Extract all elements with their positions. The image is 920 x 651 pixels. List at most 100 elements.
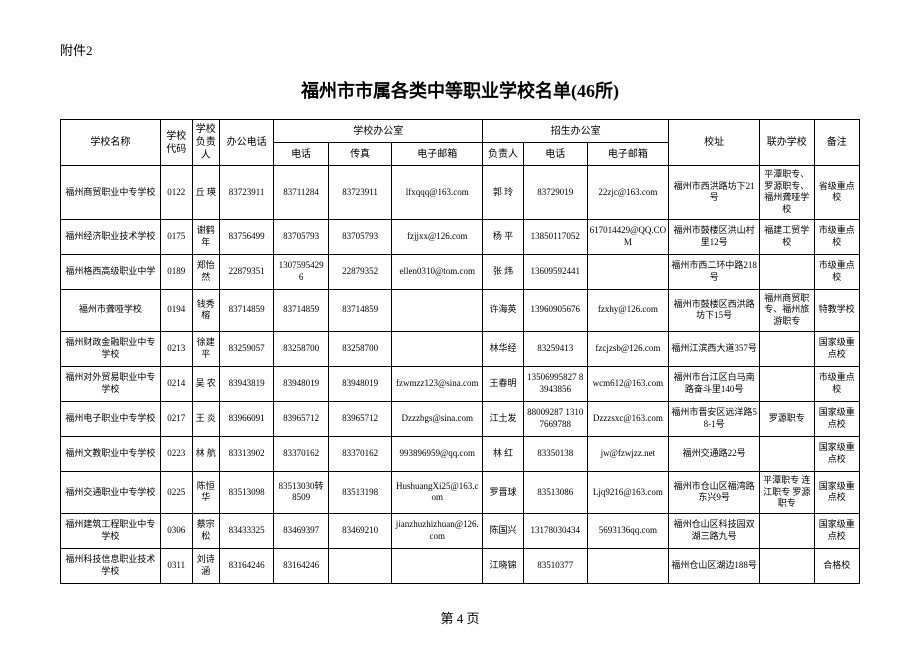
cell-name: 福州文教职业中专学校 — [61, 436, 161, 471]
cell-fax — [328, 548, 392, 583]
cell-zemail: fzcjzsb@126.com — [587, 331, 669, 366]
cell-code: 0225 — [160, 471, 192, 513]
cell-code: 0122 — [160, 166, 192, 220]
cell-fax: 83469210 — [328, 513, 392, 548]
attachment-label: 附件2 — [60, 40, 860, 59]
header-zphone: 电话 — [523, 143, 587, 166]
cell-phone: 83965712 — [274, 401, 328, 436]
cell-addr: 福州市鼓楼区洪山村里12号 — [669, 219, 760, 254]
cell-name: 福州经济职业技术学校 — [61, 219, 161, 254]
cell-zemail: 22zjc@163.com — [587, 166, 669, 220]
cell-zp: 罗晋球 — [483, 471, 524, 513]
cell-office: 83723911 — [219, 166, 273, 220]
cell-email — [392, 331, 483, 366]
cell-zphone: 83350138 — [523, 436, 587, 471]
table-row: 福州格西高级职业中学0189郑怡然22879351130759542962287… — [61, 254, 860, 289]
cell-addr: 福州江滨西大道357号 — [669, 331, 760, 366]
cell-name: 福州商贸职业中专学校 — [61, 166, 161, 220]
page-title: 福州市市属各类中等职业学校名单(46所) — [60, 77, 860, 103]
cell-zp: 张 炜 — [483, 254, 524, 289]
cell-addr: 福州市台江区白马南路奋斗里140号 — [669, 366, 760, 401]
cell-name: 福州格西高级职业中学 — [61, 254, 161, 289]
cell-phone: 13075954296 — [274, 254, 328, 289]
cell-zphone: 83510377 — [523, 548, 587, 583]
cell-addr: 福州市仓山区福湾路东兴9号 — [669, 471, 760, 513]
cell-note: 国家级重点校 — [814, 513, 860, 548]
cell-zphone: 88009287 13107669788 — [523, 401, 587, 436]
cell-name: 福州科技信息职业技术学校 — [61, 548, 161, 583]
cell-zp: 林华经 — [483, 331, 524, 366]
cell-zp: 江土发 — [483, 401, 524, 436]
table-row: 福州商贸职业中专学校0122丘 瑛83723911837112848372391… — [61, 166, 860, 220]
cell-addr: 福州市鼓楼区西洪路坊下15号 — [669, 289, 760, 331]
page-footer: 第 4 页 — [60, 608, 860, 627]
cell-name: 福州建筑工程职业中专学校 — [61, 513, 161, 548]
cell-fax: 83723911 — [328, 166, 392, 220]
cell-phone: 83714859 — [274, 289, 328, 331]
cell-office: 83756499 — [219, 219, 273, 254]
cell-zemail: Ljq9216@163.com — [587, 471, 669, 513]
cell-email: ellen0310@tom.com — [392, 254, 483, 289]
table-header: 学校名称 学校代码 学校负责人 办公电话 学校办公室 招生办公室 校址 联办学校… — [61, 120, 860, 166]
cell-name: 福州交通职业中专学校 — [61, 471, 161, 513]
cell-zemail — [587, 254, 669, 289]
cell-office: 22879351 — [219, 254, 273, 289]
cell-zemail — [587, 548, 669, 583]
cell-phone: 83164246 — [274, 548, 328, 583]
header-phone: 电话 — [274, 143, 328, 166]
header-name: 学校名称 — [61, 120, 161, 166]
cell-note: 国家级重点校 — [814, 331, 860, 366]
cell-email: jianzhuzhizhuan@126.com — [392, 513, 483, 548]
cell-zp: 陈国兴 — [483, 513, 524, 548]
cell-zphone: 83513086 — [523, 471, 587, 513]
cell-code: 0189 — [160, 254, 192, 289]
cell-liban — [760, 548, 814, 583]
cell-office: 83164246 — [219, 548, 273, 583]
header-office-phone: 办公电话 — [219, 120, 273, 166]
cell-zemail: jw@fzwjzz.net — [587, 436, 669, 471]
cell-office: 83513098 — [219, 471, 273, 513]
cell-zemail: 5693136qq.com — [587, 513, 669, 548]
cell-email: 993896959@qq.com — [392, 436, 483, 471]
cell-fax: 83948019 — [328, 366, 392, 401]
cell-fax: 83965712 — [328, 401, 392, 436]
table-row: 福州文教职业中专学校0223林 航83313902833701628337016… — [61, 436, 860, 471]
cell-note: 国家级重点校 — [814, 401, 860, 436]
table-row: 福州交通职业中专学校0225陈恒华8351309883513030转850983… — [61, 471, 860, 513]
cell-note: 省级重点校 — [814, 166, 860, 220]
cell-note: 国家级重点校 — [814, 471, 860, 513]
cell-phone: 83258700 — [274, 331, 328, 366]
header-email: 电子邮箱 — [392, 143, 483, 166]
cell-liban: 罗源职专 — [760, 401, 814, 436]
cell-zemail: Dzzzsxc@163.com — [587, 401, 669, 436]
header-code: 学校代码 — [160, 120, 192, 166]
cell-phone: 83711284 — [274, 166, 328, 220]
cell-liban: 福州商贸职专、福州旅游职专 — [760, 289, 814, 331]
cell-phone: 83948019 — [274, 366, 328, 401]
table-row: 福州经济职业技术学校0175谢鹤年83756499837057938370579… — [61, 219, 860, 254]
cell-office: 83433325 — [219, 513, 273, 548]
cell-zp: 林 红 — [483, 436, 524, 471]
header-fax: 传真 — [328, 143, 392, 166]
cell-note: 特教学校 — [814, 289, 860, 331]
cell-zphone: 83259413 — [523, 331, 587, 366]
cell-office: 83966091 — [219, 401, 273, 436]
cell-zp: 许海英 — [483, 289, 524, 331]
cell-zp: 江晓锦 — [483, 548, 524, 583]
cell-head: 徐建平 — [192, 331, 219, 366]
cell-zphone: 13609592441 — [523, 254, 587, 289]
cell-code: 0223 — [160, 436, 192, 471]
table-row: 福州科技信息职业技术学校0311刘诗涵8316424683164246江晓锦83… — [61, 548, 860, 583]
table-body: 福州商贸职业中专学校0122丘 瑛83723911837112848372391… — [61, 166, 860, 584]
cell-note: 合格校 — [814, 548, 860, 583]
cell-code: 0194 — [160, 289, 192, 331]
cell-fax: 83714859 — [328, 289, 392, 331]
cell-note: 市级重点校 — [814, 254, 860, 289]
cell-head: 谢鹤年 — [192, 219, 219, 254]
header-note: 备注 — [814, 120, 860, 166]
cell-code: 0311 — [160, 548, 192, 583]
cell-liban — [760, 254, 814, 289]
cell-fax: 83370162 — [328, 436, 392, 471]
cell-name: 福州财政金融职业中专学校 — [61, 331, 161, 366]
cell-head: 丘 瑛 — [192, 166, 219, 220]
